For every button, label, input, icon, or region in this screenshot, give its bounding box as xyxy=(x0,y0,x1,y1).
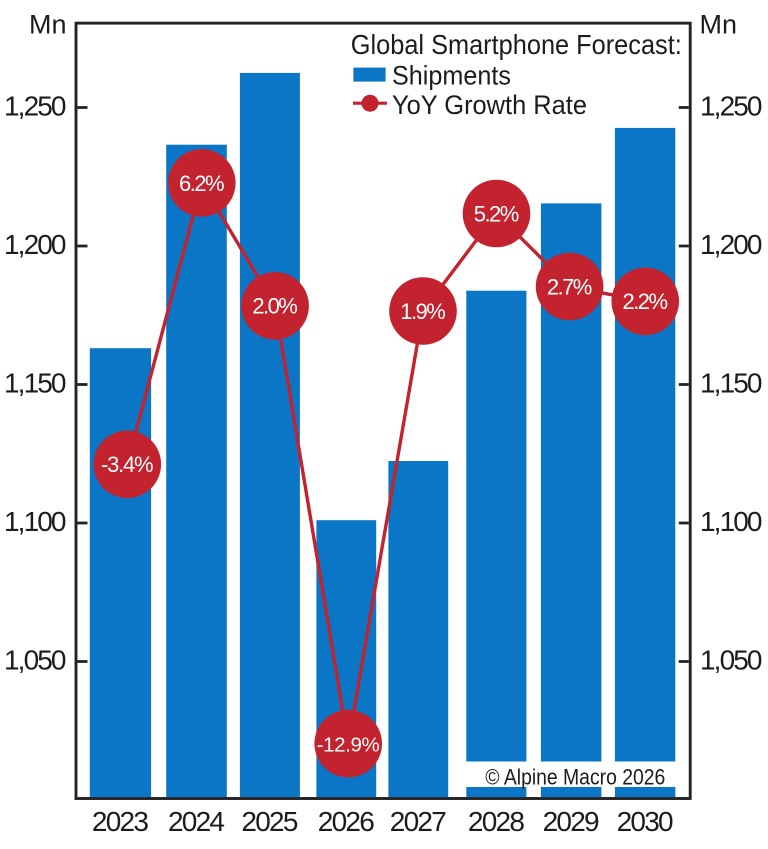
svg-text:1,050: 1,050 xyxy=(4,645,67,676)
svg-text:1,150: 1,150 xyxy=(700,368,763,399)
svg-text:Shipments: Shipments xyxy=(392,60,511,90)
svg-text:1,100: 1,100 xyxy=(4,506,67,537)
svg-text:2030: 2030 xyxy=(617,806,674,837)
svg-text:2.0%: 2.0% xyxy=(252,294,298,319)
svg-text:1.9%: 1.9% xyxy=(400,299,446,324)
svg-text:1,100: 1,100 xyxy=(700,506,763,537)
svg-text:© Alpine Macro 2026: © Alpine Macro 2026 xyxy=(485,765,665,790)
svg-text:1,200: 1,200 xyxy=(700,229,763,260)
svg-text:Mn: Mn xyxy=(700,10,738,40)
svg-text:1,250: 1,250 xyxy=(4,91,67,122)
svg-text:6.2%: 6.2% xyxy=(179,171,225,196)
svg-text:-12.9%: -12.9% xyxy=(317,734,380,757)
svg-text:YoY Growth Rate: YoY Growth Rate xyxy=(392,90,587,120)
svg-text:1,050: 1,050 xyxy=(700,645,763,676)
svg-text:Mn: Mn xyxy=(29,10,67,40)
svg-text:1,250: 1,250 xyxy=(700,91,763,122)
svg-text:5.2%: 5.2% xyxy=(474,201,520,226)
svg-text:-3.4%: -3.4% xyxy=(101,452,154,477)
svg-text:2.2%: 2.2% xyxy=(623,289,669,314)
svg-text:1,150: 1,150 xyxy=(4,368,67,399)
svg-text:1,200: 1,200 xyxy=(4,229,67,260)
svg-text:2028: 2028 xyxy=(468,806,525,837)
svg-text:Global Smartphone Forecast:: Global Smartphone Forecast: xyxy=(351,29,682,60)
svg-text:2.7%: 2.7% xyxy=(547,274,593,299)
svg-text:2025: 2025 xyxy=(241,806,298,837)
svg-text:2029: 2029 xyxy=(543,806,600,837)
svg-text:2026: 2026 xyxy=(318,806,375,837)
svg-text:2027: 2027 xyxy=(390,806,447,837)
svg-text:2023: 2023 xyxy=(92,806,149,837)
svg-text:2024: 2024 xyxy=(168,806,225,837)
